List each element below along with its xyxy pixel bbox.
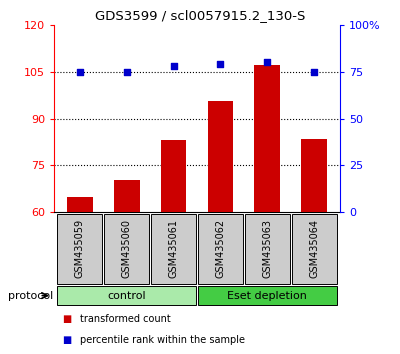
Text: ■: ■ xyxy=(62,335,71,345)
Text: GDS3599 / scl0057915.2_130-S: GDS3599 / scl0057915.2_130-S xyxy=(95,9,305,22)
FancyBboxPatch shape xyxy=(104,214,149,284)
Text: protocol: protocol xyxy=(8,291,53,301)
Text: GSM435061: GSM435061 xyxy=(168,219,178,278)
Point xyxy=(124,69,130,74)
Text: percentile rank within the sample: percentile rank within the sample xyxy=(80,335,245,345)
Bar xyxy=(114,179,140,212)
FancyBboxPatch shape xyxy=(151,214,196,284)
Text: transformed count: transformed count xyxy=(80,314,171,324)
Bar xyxy=(67,197,93,212)
Text: GSM435060: GSM435060 xyxy=(122,219,132,278)
FancyBboxPatch shape xyxy=(57,286,196,305)
Bar xyxy=(254,65,280,212)
FancyBboxPatch shape xyxy=(57,214,102,284)
Point xyxy=(170,63,177,69)
Text: Eset depletion: Eset depletion xyxy=(227,291,307,301)
Point xyxy=(264,59,270,65)
Text: control: control xyxy=(107,291,146,301)
Text: GSM435063: GSM435063 xyxy=(262,219,272,278)
FancyBboxPatch shape xyxy=(245,214,290,284)
Bar xyxy=(301,139,327,212)
Bar xyxy=(208,101,233,212)
FancyBboxPatch shape xyxy=(198,286,337,305)
Point xyxy=(311,69,318,74)
Text: GSM435062: GSM435062 xyxy=(216,219,226,278)
Bar xyxy=(161,141,186,212)
FancyBboxPatch shape xyxy=(292,214,337,284)
FancyBboxPatch shape xyxy=(198,214,243,284)
Text: ■: ■ xyxy=(62,314,71,324)
Point xyxy=(76,69,83,74)
Text: GSM435059: GSM435059 xyxy=(75,219,85,278)
Text: GSM435064: GSM435064 xyxy=(309,219,319,278)
Point xyxy=(217,61,224,67)
